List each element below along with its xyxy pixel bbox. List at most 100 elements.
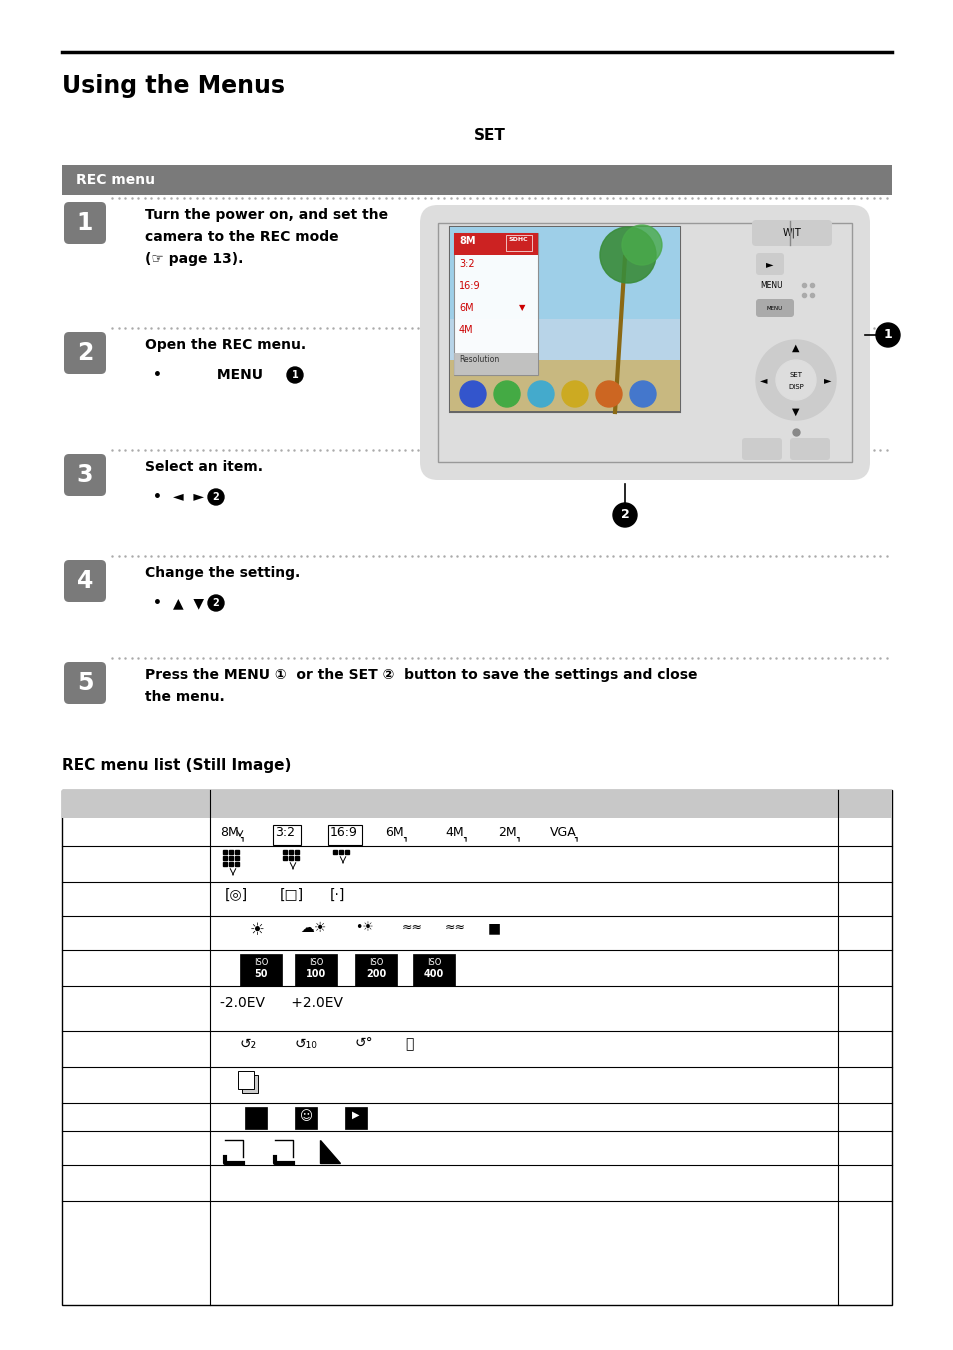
Text: ┓: ┓ bbox=[574, 836, 578, 841]
Text: the menu.: the menu. bbox=[145, 690, 225, 703]
Text: ☺: ☺ bbox=[299, 1110, 313, 1123]
Text: Select an item.: Select an item. bbox=[145, 460, 263, 474]
FancyBboxPatch shape bbox=[751, 220, 831, 246]
Bar bbox=[355, 954, 396, 986]
Text: ‖: ‖ bbox=[240, 1073, 248, 1091]
Text: 3: 3 bbox=[76, 463, 93, 487]
Text: ◄  ►: ◄ ► bbox=[172, 490, 204, 504]
Text: SDHC: SDHC bbox=[509, 238, 528, 242]
Text: •: • bbox=[152, 490, 162, 504]
FancyBboxPatch shape bbox=[64, 662, 106, 703]
Text: 3:2: 3:2 bbox=[274, 826, 294, 838]
Bar bbox=[62, 165, 891, 194]
Text: SET: SET bbox=[474, 128, 505, 143]
Bar bbox=[450, 360, 679, 410]
Text: [·]: [·] bbox=[330, 888, 345, 902]
Text: 16:9: 16:9 bbox=[458, 281, 480, 292]
Text: W|T: W|T bbox=[781, 228, 801, 238]
Text: MENU: MENU bbox=[766, 305, 782, 310]
Bar bbox=[450, 319, 679, 410]
Circle shape bbox=[459, 381, 485, 406]
Bar bbox=[454, 234, 537, 375]
Text: REC menu: REC menu bbox=[76, 173, 154, 188]
Text: 3:2: 3:2 bbox=[458, 259, 475, 269]
Text: 1: 1 bbox=[882, 328, 891, 342]
Text: 400: 400 bbox=[423, 969, 444, 979]
Circle shape bbox=[494, 381, 519, 406]
Text: 8M: 8M bbox=[458, 236, 475, 246]
Text: ►: ► bbox=[765, 259, 773, 269]
Circle shape bbox=[613, 504, 637, 526]
Text: ↺₁₀: ↺₁₀ bbox=[294, 1037, 317, 1052]
Text: ☁☀: ☁☀ bbox=[299, 921, 326, 936]
Text: Turn the power on, and set the: Turn the power on, and set the bbox=[145, 208, 388, 221]
Text: 4M: 4M bbox=[458, 325, 473, 335]
Text: -2.0EV      +2.0EV: -2.0EV +2.0EV bbox=[220, 996, 343, 1010]
Text: Using the Menus: Using the Menus bbox=[62, 74, 285, 99]
Text: ⎕: ⎕ bbox=[405, 1037, 413, 1052]
Circle shape bbox=[287, 367, 303, 383]
Bar bbox=[505, 235, 532, 251]
Text: 2: 2 bbox=[213, 598, 219, 608]
Text: 6M: 6M bbox=[458, 302, 473, 313]
Text: camera to the REC mode: camera to the REC mode bbox=[145, 230, 338, 244]
Circle shape bbox=[755, 340, 835, 420]
Text: •☀: •☀ bbox=[355, 921, 374, 934]
Bar bbox=[450, 227, 679, 319]
Text: ISO: ISO bbox=[369, 958, 383, 967]
Circle shape bbox=[875, 323, 899, 347]
Circle shape bbox=[629, 381, 656, 406]
Circle shape bbox=[527, 381, 554, 406]
Text: ┓: ┓ bbox=[516, 836, 519, 841]
Text: VGA: VGA bbox=[550, 826, 577, 838]
Text: ■: ■ bbox=[488, 921, 500, 936]
Text: ┓: ┓ bbox=[240, 836, 244, 841]
Text: 16:9: 16:9 bbox=[330, 826, 357, 838]
FancyBboxPatch shape bbox=[755, 298, 793, 317]
Text: 1: 1 bbox=[292, 370, 298, 379]
Text: ISO: ISO bbox=[253, 958, 268, 967]
Text: ISO: ISO bbox=[426, 958, 440, 967]
Bar bbox=[237, 1071, 253, 1089]
Text: ↺₂: ↺₂ bbox=[240, 1037, 257, 1052]
Text: ▶: ▶ bbox=[352, 1110, 359, 1120]
FancyBboxPatch shape bbox=[789, 437, 829, 460]
Text: 8M: 8M bbox=[220, 826, 238, 838]
Text: 50: 50 bbox=[254, 969, 268, 979]
Text: ↺°: ↺° bbox=[355, 1037, 374, 1052]
Bar bbox=[454, 234, 537, 255]
FancyBboxPatch shape bbox=[755, 252, 783, 275]
Text: Open the REC menu.: Open the REC menu. bbox=[145, 338, 306, 352]
Bar bbox=[413, 954, 455, 986]
Bar bbox=[454, 352, 537, 375]
Text: 4M: 4M bbox=[444, 826, 463, 838]
Text: Resolution: Resolution bbox=[458, 355, 498, 364]
Text: DISP: DISP bbox=[787, 383, 803, 390]
Bar bbox=[62, 790, 891, 1305]
Bar bbox=[273, 825, 301, 845]
Text: ┓: ┓ bbox=[462, 836, 467, 841]
Text: ≈≈: ≈≈ bbox=[401, 921, 422, 934]
Text: 1: 1 bbox=[77, 211, 93, 235]
Text: ISO: ISO bbox=[309, 958, 323, 967]
Text: 100: 100 bbox=[306, 969, 326, 979]
Text: MENU: MENU bbox=[172, 369, 263, 382]
Text: 2: 2 bbox=[213, 491, 219, 502]
Circle shape bbox=[208, 595, 224, 612]
Text: ◄: ◄ bbox=[760, 375, 767, 385]
Text: •: • bbox=[152, 369, 162, 382]
Text: Change the setting.: Change the setting. bbox=[145, 566, 300, 580]
Circle shape bbox=[775, 360, 815, 400]
Text: ┓: ┓ bbox=[402, 836, 407, 841]
Bar bbox=[437, 223, 851, 462]
Bar bbox=[345, 1107, 367, 1129]
Text: REC menu list (Still Image): REC menu list (Still Image) bbox=[62, 757, 291, 774]
Text: 2: 2 bbox=[620, 509, 629, 521]
FancyBboxPatch shape bbox=[64, 560, 106, 602]
Text: 5: 5 bbox=[76, 671, 93, 695]
Bar bbox=[242, 1075, 257, 1094]
Polygon shape bbox=[319, 1139, 339, 1162]
Text: •: • bbox=[152, 595, 162, 610]
Bar bbox=[294, 1107, 316, 1129]
Circle shape bbox=[208, 489, 224, 505]
